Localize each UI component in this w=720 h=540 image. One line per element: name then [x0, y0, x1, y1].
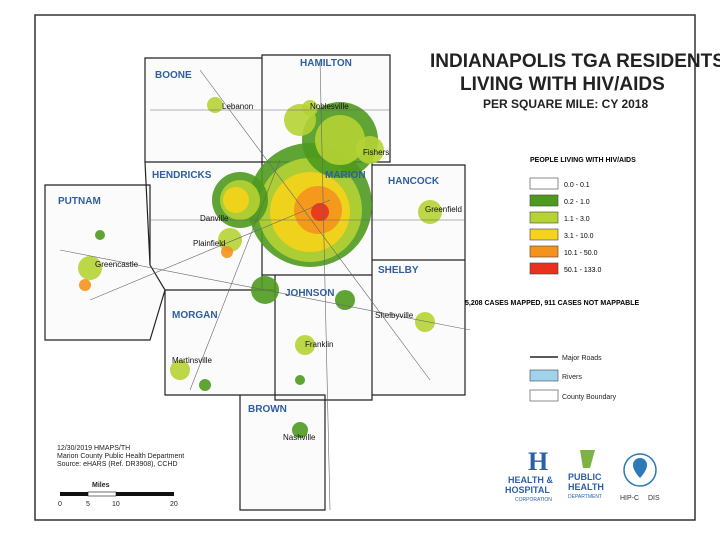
logo-text: HEALTH &: [508, 475, 553, 485]
city-label: Plainfield: [193, 239, 225, 248]
legend-title: PEOPLE LIVING WITH HIV/AIDS: [530, 157, 636, 164]
logo-text: CORPORATION: [515, 497, 552, 503]
density-blob: [218, 228, 242, 252]
logo-ring: [623, 453, 657, 487]
subtitle: PER SQUARE MILE: CY 2018: [483, 97, 648, 111]
river-symbol: [529, 369, 559, 382]
density-blob: [79, 279, 91, 291]
legend-label: 10.1 - 50.0: [564, 250, 598, 257]
density-blob: [95, 230, 105, 240]
scale-segment: [60, 492, 88, 496]
county-label: BOONE: [155, 70, 192, 81]
legend-swatch: [529, 262, 559, 275]
city-label: Lebanon: [222, 102, 253, 111]
scale-label: 20: [170, 501, 178, 508]
scale-label: 10: [112, 501, 120, 508]
county-label: HENDRICKS: [152, 170, 212, 181]
legend-note: 5,208 CASES MAPPED, 911 CASES NOT MAPPAB…: [465, 300, 639, 307]
city-labels: Lebanon Noblesville Fishers Danville Pla…: [95, 102, 462, 442]
city-label: Danville: [200, 214, 229, 223]
density-blob: [223, 187, 249, 213]
density-blob: [295, 335, 315, 355]
logo-text: DEPARTMENT: [568, 494, 602, 500]
legend-label: Major Roads: [562, 355, 602, 362]
logo-text: DIS: [648, 495, 660, 502]
scale-segment: [116, 492, 174, 496]
source-line: Source: eHARS (Ref. DR3908), CCHD: [57, 461, 178, 468]
logo-mark: H: [528, 447, 548, 476]
city-label: Fishers: [363, 148, 389, 157]
legend-swatch: [529, 228, 559, 241]
density-blob: [170, 360, 190, 380]
logo-text: HIP-C: [620, 495, 639, 502]
legend-label: 1.1 - 3.0: [564, 216, 590, 223]
city-label: Franklin: [305, 340, 333, 349]
county-label: PUTNAM: [58, 196, 101, 207]
scale-bar: Miles 0 5 10 20: [58, 482, 178, 508]
legend-swatch: [529, 211, 559, 224]
density-blob: [199, 379, 211, 391]
source: 12/30/2019 HMAPS/TH Marion County Public…: [57, 445, 184, 468]
logo-shield: [580, 450, 595, 468]
city-label: Greenfield: [425, 205, 462, 214]
density-blob: [295, 375, 305, 385]
county-label: SHELBY: [378, 265, 419, 276]
legend-label: 0.2 - 1.0: [564, 199, 590, 206]
city-label: Shelbyville: [375, 311, 414, 320]
legend-label: 50.1 - 133.0: [564, 267, 601, 274]
legend-label: County Boundary: [562, 394, 617, 401]
county-label: MARION: [325, 170, 366, 181]
scale-label: 0: [58, 501, 62, 508]
city-label: Nashville: [283, 433, 316, 442]
density-blob: [356, 136, 384, 164]
logo-text: HEALTH: [568, 482, 604, 492]
logos: H HEALTH & HOSPITAL CORPORATION PUBLIC H…: [505, 447, 660, 503]
legend: PEOPLE LIVING WITH HIV/AIDS 5,208 CASES …: [465, 157, 639, 402]
logo-text: HOSPITAL: [505, 485, 550, 495]
scale-label: 5: [86, 501, 90, 508]
density-blob: [292, 422, 308, 438]
legend-label: 0.0 - 0.1: [564, 182, 590, 189]
density-blob: [415, 312, 435, 332]
city-label: Greencastle: [95, 260, 139, 269]
city-label: Martinsville: [172, 356, 213, 365]
logo-text: PUBLIC: [568, 472, 602, 482]
density-blob: [418, 200, 442, 224]
density-blob: [221, 246, 233, 258]
county-label: HAMILTON: [300, 58, 352, 69]
roads: [59, 59, 471, 511]
legend-swatch: [529, 194, 559, 207]
density-blob: [302, 100, 318, 116]
density-blob: [315, 115, 365, 165]
legend-swatch: [529, 245, 559, 258]
title: LIVING WITH HIV/AIDS: [460, 74, 665, 95]
density-blob: [207, 97, 223, 113]
title: INDIANAPOLIS TGA RESIDENTS: [430, 51, 720, 72]
scale-title: Miles: [92, 482, 110, 489]
county-labels: BOONE HAMILTON HENDRICKS MARION HANCOCK …: [58, 58, 440, 415]
county-label: MORGAN: [172, 310, 218, 321]
density-blob: [311, 203, 329, 221]
county-label: HANCOCK: [388, 176, 440, 187]
density-blob: [335, 290, 355, 310]
boundary-symbol: [529, 389, 559, 402]
city-label: Noblesville: [310, 102, 349, 111]
source-line: Marion County Public Health Department: [57, 453, 184, 460]
scale-segment: [87, 491, 117, 497]
source-line: 12/30/2019 HMAPS/TH: [57, 445, 130, 452]
legend-label: 3.1 - 10.0: [564, 233, 594, 240]
legend-label: Rivers: [562, 374, 582, 381]
density-blob: [78, 256, 102, 280]
density-areas: [78, 97, 442, 438]
legend-swatch: [529, 177, 559, 190]
county-label: JOHNSON: [285, 288, 334, 299]
title-block: INDIANAPOLIS TGA RESIDENTS LIVING WITH H…: [430, 51, 720, 111]
logo-pin: [633, 458, 647, 478]
county-label: BROWN: [248, 404, 287, 415]
map: [44, 54, 471, 511]
